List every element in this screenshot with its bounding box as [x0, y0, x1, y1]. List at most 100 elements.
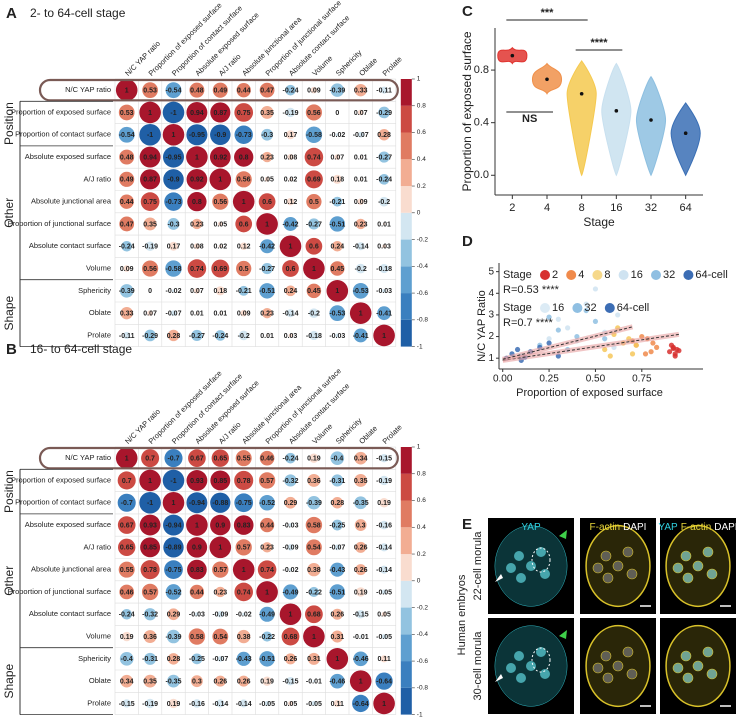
- correlation-circle: [212, 561, 229, 578]
- y-tick-label: 1: [488, 353, 494, 364]
- correlation-value: 0.26: [284, 656, 298, 663]
- nucleus: [626, 668, 638, 680]
- correlation-circle: [309, 330, 319, 341]
- correlation-value: -0.53: [353, 288, 369, 295]
- colorbar-tick-label: 0.6: [417, 497, 426, 504]
- correlation-circle: [353, 328, 368, 343]
- colorbar-tick-label: -0.8: [417, 685, 429, 692]
- correlation-circle: [349, 670, 372, 692]
- correlation-circle: [281, 627, 300, 646]
- correlation-value: 0.9: [215, 522, 225, 529]
- correlation-circle: [261, 262, 273, 275]
- nucleus: [536, 547, 546, 557]
- correlation-value: 0.85: [143, 545, 157, 552]
- correlation-value: -0.46: [329, 678, 345, 685]
- correlation-circle: [355, 587, 366, 597]
- correlation-circle: [240, 309, 247, 317]
- correlation-value: -0.27: [259, 266, 275, 273]
- legend-swatch: [683, 270, 694, 280]
- correlation-value: -0.09: [283, 545, 299, 552]
- correlation-value: 0.05: [284, 701, 298, 708]
- micrograph: [660, 618, 736, 714]
- nucleus: [536, 647, 546, 657]
- correlation-value: 0.75: [237, 110, 251, 117]
- correlation-circle: [164, 560, 183, 580]
- correlation-circle: [383, 222, 386, 226]
- correlation-circle: [212, 628, 229, 645]
- correlation-value: 0.47: [120, 221, 134, 228]
- correlation-circle: [209, 146, 231, 168]
- mean-point: [545, 77, 549, 82]
- correlation-circle: [238, 330, 249, 341]
- correlation-circle: [332, 196, 343, 207]
- row-label: Absolute contact surface: [29, 609, 111, 618]
- correlation-circle: [117, 516, 136, 534]
- correlation-circle: [307, 496, 321, 510]
- correlation-circle: [210, 102, 231, 123]
- correlation-value: 0.57: [260, 478, 274, 485]
- colorbar-bin: [400, 239, 412, 267]
- data-point: [648, 349, 654, 355]
- correlation-circle: [186, 514, 208, 536]
- colorbar-bin: [400, 634, 412, 662]
- correlation-value: 0.09: [120, 266, 134, 273]
- row-label: Proportion of junctional surface: [8, 219, 111, 228]
- correlation-value: 1: [289, 244, 293, 251]
- correlation-circle: [378, 129, 390, 141]
- correlation-circle: [354, 474, 368, 487]
- correlation-circle: [121, 608, 132, 620]
- colorbar-tick-label: 0: [417, 210, 421, 217]
- correlation-circle: [357, 131, 364, 138]
- channel-header: YAP F-actin DAPI: [658, 522, 737, 533]
- correlation-circle: [209, 536, 232, 559]
- correlation-circle: [163, 514, 184, 536]
- correlation-value: -0.7: [167, 455, 179, 462]
- significance-label: NS: [522, 113, 537, 125]
- correlation-value: 0.47: [260, 87, 274, 94]
- correlation-value: -0.2: [308, 310, 320, 317]
- correlation-circle: [143, 674, 157, 688]
- correlation-circle: [311, 701, 317, 706]
- correlation-value: -0.51: [259, 656, 275, 663]
- outline: [531, 547, 551, 573]
- correlation-value: 0.56: [143, 266, 157, 273]
- correlation-circle: [359, 178, 362, 181]
- correlation-value: 0.02: [284, 177, 298, 184]
- correlation-circle: [259, 517, 275, 533]
- colorbar-bin: [400, 527, 412, 555]
- correlation-circle: [379, 453, 389, 463]
- correlation-circle: [236, 651, 251, 666]
- legend-swatch: [604, 303, 615, 313]
- correlation-circle: [305, 237, 323, 255]
- correlation-value: 0.7: [145, 455, 155, 462]
- nucleus: [514, 551, 524, 561]
- nucleus: [600, 550, 612, 562]
- correlation-value: 0.74: [237, 589, 251, 596]
- correlation-value: -0.22: [306, 589, 322, 596]
- correlation-circle: [282, 584, 299, 600]
- colorbar-bin: [400, 319, 412, 347]
- correlation-value: 0.05: [260, 177, 274, 184]
- correlation-circle: [262, 631, 273, 642]
- panel-title: 2- to 64-cell stage: [30, 6, 126, 20]
- correlation-circle: [140, 537, 161, 558]
- correlation-circle: [279, 235, 302, 258]
- correlation-value: -0.07: [353, 132, 369, 139]
- correlation-value: 0.28: [330, 500, 344, 507]
- correlation-circle: [259, 450, 275, 466]
- correlation-value: 0.33: [354, 87, 368, 94]
- panel-label: B: [6, 341, 17, 358]
- correlation-value: -0.03: [189, 612, 205, 619]
- correlation-circle: [166, 629, 181, 644]
- correlation-value: 0.44: [190, 589, 204, 596]
- correlation-circle: [235, 171, 252, 188]
- correlation-value: -0.24: [119, 244, 135, 251]
- colorbar-tick-label: -0.4: [417, 263, 429, 270]
- correlation-circle: [168, 698, 179, 709]
- colorbar-bin: [400, 687, 412, 715]
- correlation-value: 0.6: [262, 199, 272, 206]
- group-label: Other: [2, 198, 16, 228]
- channel-header: YAP: [521, 522, 541, 533]
- nucleus: [516, 673, 526, 683]
- correlation-value: 0.19: [307, 455, 321, 462]
